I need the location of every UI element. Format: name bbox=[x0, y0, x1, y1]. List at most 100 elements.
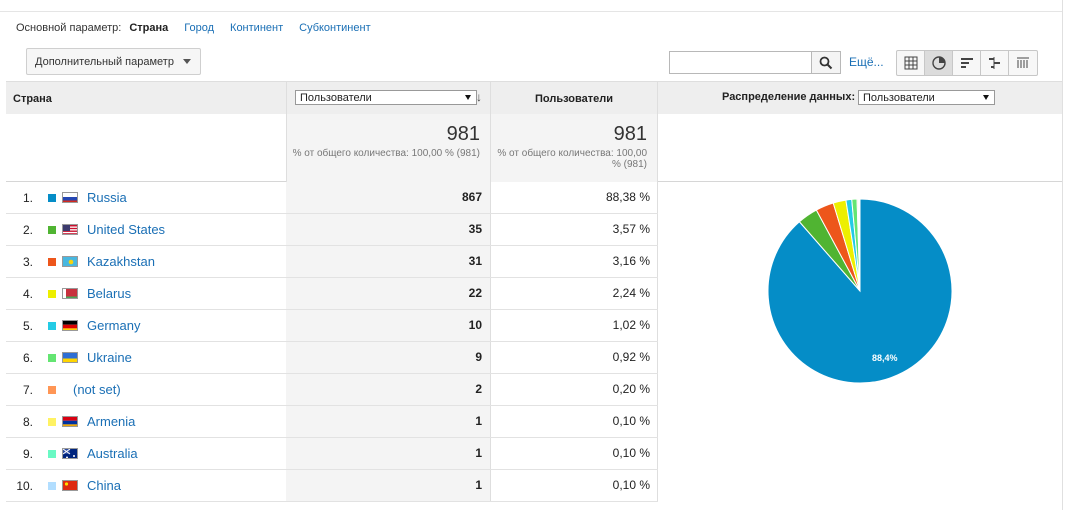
series-color-swatch bbox=[48, 482, 56, 490]
series-color-swatch bbox=[48, 418, 56, 426]
country-link[interactable]: United States bbox=[87, 222, 166, 237]
performance-view-button[interactable] bbox=[953, 51, 981, 75]
flag-de-icon bbox=[62, 320, 78, 331]
pivot-view-button[interactable] bbox=[1009, 51, 1037, 75]
country-link[interactable]: China bbox=[87, 478, 121, 493]
users-cell-bg bbox=[286, 470, 490, 501]
users-percent: 0,10 % bbox=[612, 478, 650, 492]
top-divider bbox=[0, 0, 1062, 12]
row-number: 6. bbox=[22, 351, 33, 365]
flag-ru-icon bbox=[62, 192, 78, 203]
sort-descending-icon[interactable]: ↓ bbox=[476, 90, 482, 104]
users-cell-bg bbox=[286, 342, 490, 373]
totals-row: 981 % от общего количества: 100,00 % (98… bbox=[6, 114, 1062, 182]
chevron-down-icon bbox=[183, 59, 191, 64]
users-cell-bg bbox=[286, 438, 490, 469]
pie-view-button[interactable] bbox=[925, 51, 953, 75]
country-link[interactable]: Belarus bbox=[87, 286, 132, 301]
chevron-down-icon bbox=[983, 95, 989, 100]
users-value: 10 bbox=[468, 318, 482, 332]
users-percent: 0,10 % bbox=[612, 414, 650, 428]
series-color-swatch bbox=[48, 322, 56, 330]
flag-cn-icon bbox=[62, 480, 78, 491]
dimension-continent[interactable]: Континент bbox=[230, 22, 284, 34]
users-value: 1 bbox=[475, 446, 482, 460]
users-cell-bg bbox=[286, 246, 490, 277]
totals-value: 981 bbox=[613, 123, 647, 145]
table-row: 1. Russia 867 88,38 % bbox=[6, 182, 658, 214]
totals-cell-users: 981 % от общего количества: 100,00 % (98… bbox=[286, 114, 490, 182]
flag-am-icon bbox=[62, 416, 78, 427]
table-row: 7. (not set) 2 0,20 % bbox=[6, 374, 658, 406]
country-link[interactable]: Russia bbox=[87, 190, 127, 205]
metric-select[interactable]: Пользователи bbox=[295, 90, 477, 105]
users-value: 1 bbox=[475, 414, 482, 428]
series-color-swatch bbox=[48, 354, 56, 362]
table-row: 4. Belarus 22 2,24 % bbox=[6, 278, 658, 310]
flag-au-icon bbox=[62, 448, 78, 459]
pie-chart: 88,4% bbox=[762, 193, 958, 389]
table-row: 8. Armenia 1 0,10 % bbox=[6, 406, 658, 438]
dimension-country[interactable]: Страна bbox=[129, 22, 169, 34]
row-number: 9. bbox=[22, 447, 33, 461]
column-divider bbox=[657, 81, 658, 501]
series-color-swatch bbox=[48, 290, 56, 298]
dimension-subcontinent[interactable]: Субконтинент bbox=[299, 22, 371, 34]
column-header-users[interactable]: Пользователи bbox=[534, 92, 613, 105]
pie-view-icon bbox=[932, 56, 946, 70]
row-number: 1. bbox=[22, 191, 33, 205]
table-row: 5. Germany 10 1,02 % bbox=[6, 310, 658, 342]
country-link[interactable]: Kazakhstan bbox=[87, 254, 155, 269]
secondary-dimension-label: Дополнительный параметр bbox=[35, 55, 174, 68]
search-button[interactable] bbox=[812, 51, 841, 74]
table-header: Страна Пользователи ↓ Пользователи Распр… bbox=[6, 81, 1062, 114]
table-row: 2. United States 35 3,57 % bbox=[6, 214, 658, 246]
users-cell-bg bbox=[286, 214, 490, 245]
series-color-swatch bbox=[48, 194, 56, 202]
users-value: 31 bbox=[468, 254, 482, 268]
flag-by-icon bbox=[62, 288, 78, 299]
comparison-view-button[interactable] bbox=[981, 51, 1009, 75]
users-percent: 0,10 % bbox=[612, 446, 650, 460]
column-header-country[interactable]: Страна bbox=[13, 92, 52, 105]
totals-subtext: % от общего количества: 100,00 % (981) bbox=[292, 148, 480, 159]
distribution-label: Распределение данных: bbox=[722, 91, 856, 103]
users-percent: 3,57 % bbox=[612, 222, 650, 236]
country-link[interactable]: Ukraine bbox=[87, 350, 132, 365]
country-link[interactable]: Armenia bbox=[87, 414, 136, 429]
chevron-down-icon bbox=[465, 95, 471, 100]
users-value: 9 bbox=[475, 350, 482, 364]
country-link[interactable]: Germany bbox=[87, 318, 141, 333]
table-view-icon bbox=[904, 56, 918, 70]
dimension-city[interactable]: Город bbox=[184, 22, 215, 34]
country-link[interactable]: Australia bbox=[87, 446, 138, 461]
totals-cell-users-2: 981 % от общего количества: 100,00 % (98… bbox=[490, 114, 657, 182]
right-divider bbox=[1062, 0, 1063, 510]
table-view-button[interactable] bbox=[897, 51, 925, 75]
search-input[interactable] bbox=[669, 51, 812, 74]
column-divider bbox=[490, 81, 491, 501]
metric-select-value: Пользователи bbox=[300, 91, 372, 104]
users-cell-bg bbox=[286, 310, 490, 341]
pie-slice-china[interactable] bbox=[858, 198, 861, 292]
users-cell-bg bbox=[286, 374, 490, 405]
search-icon bbox=[819, 56, 833, 70]
distribution-select[interactable]: Пользователи bbox=[858, 90, 995, 105]
users-percent: 1,02 % bbox=[612, 318, 650, 332]
pivot-view-icon bbox=[1017, 57, 1029, 68]
row-number: 8. bbox=[22, 415, 33, 429]
table-row: 6. Ukraine 9 0,92 % bbox=[6, 342, 658, 374]
row-number: 7. bbox=[22, 383, 33, 397]
users-cell-bg bbox=[286, 182, 490, 213]
flag-ua-icon bbox=[62, 352, 78, 363]
users-percent: 88,38 % bbox=[605, 190, 650, 204]
more-link[interactable]: Ещё... bbox=[849, 55, 884, 69]
series-color-swatch bbox=[48, 386, 56, 394]
pie-slice-label: 88,4% bbox=[872, 353, 898, 363]
row-number: 5. bbox=[22, 319, 33, 333]
flag-kz-icon bbox=[62, 256, 78, 267]
country-link[interactable]: (not set) bbox=[73, 382, 121, 397]
row-number: 3. bbox=[22, 255, 33, 269]
comparison-view-icon bbox=[989, 57, 1000, 69]
secondary-dimension-dropdown[interactable]: Дополнительный параметр bbox=[26, 48, 201, 75]
